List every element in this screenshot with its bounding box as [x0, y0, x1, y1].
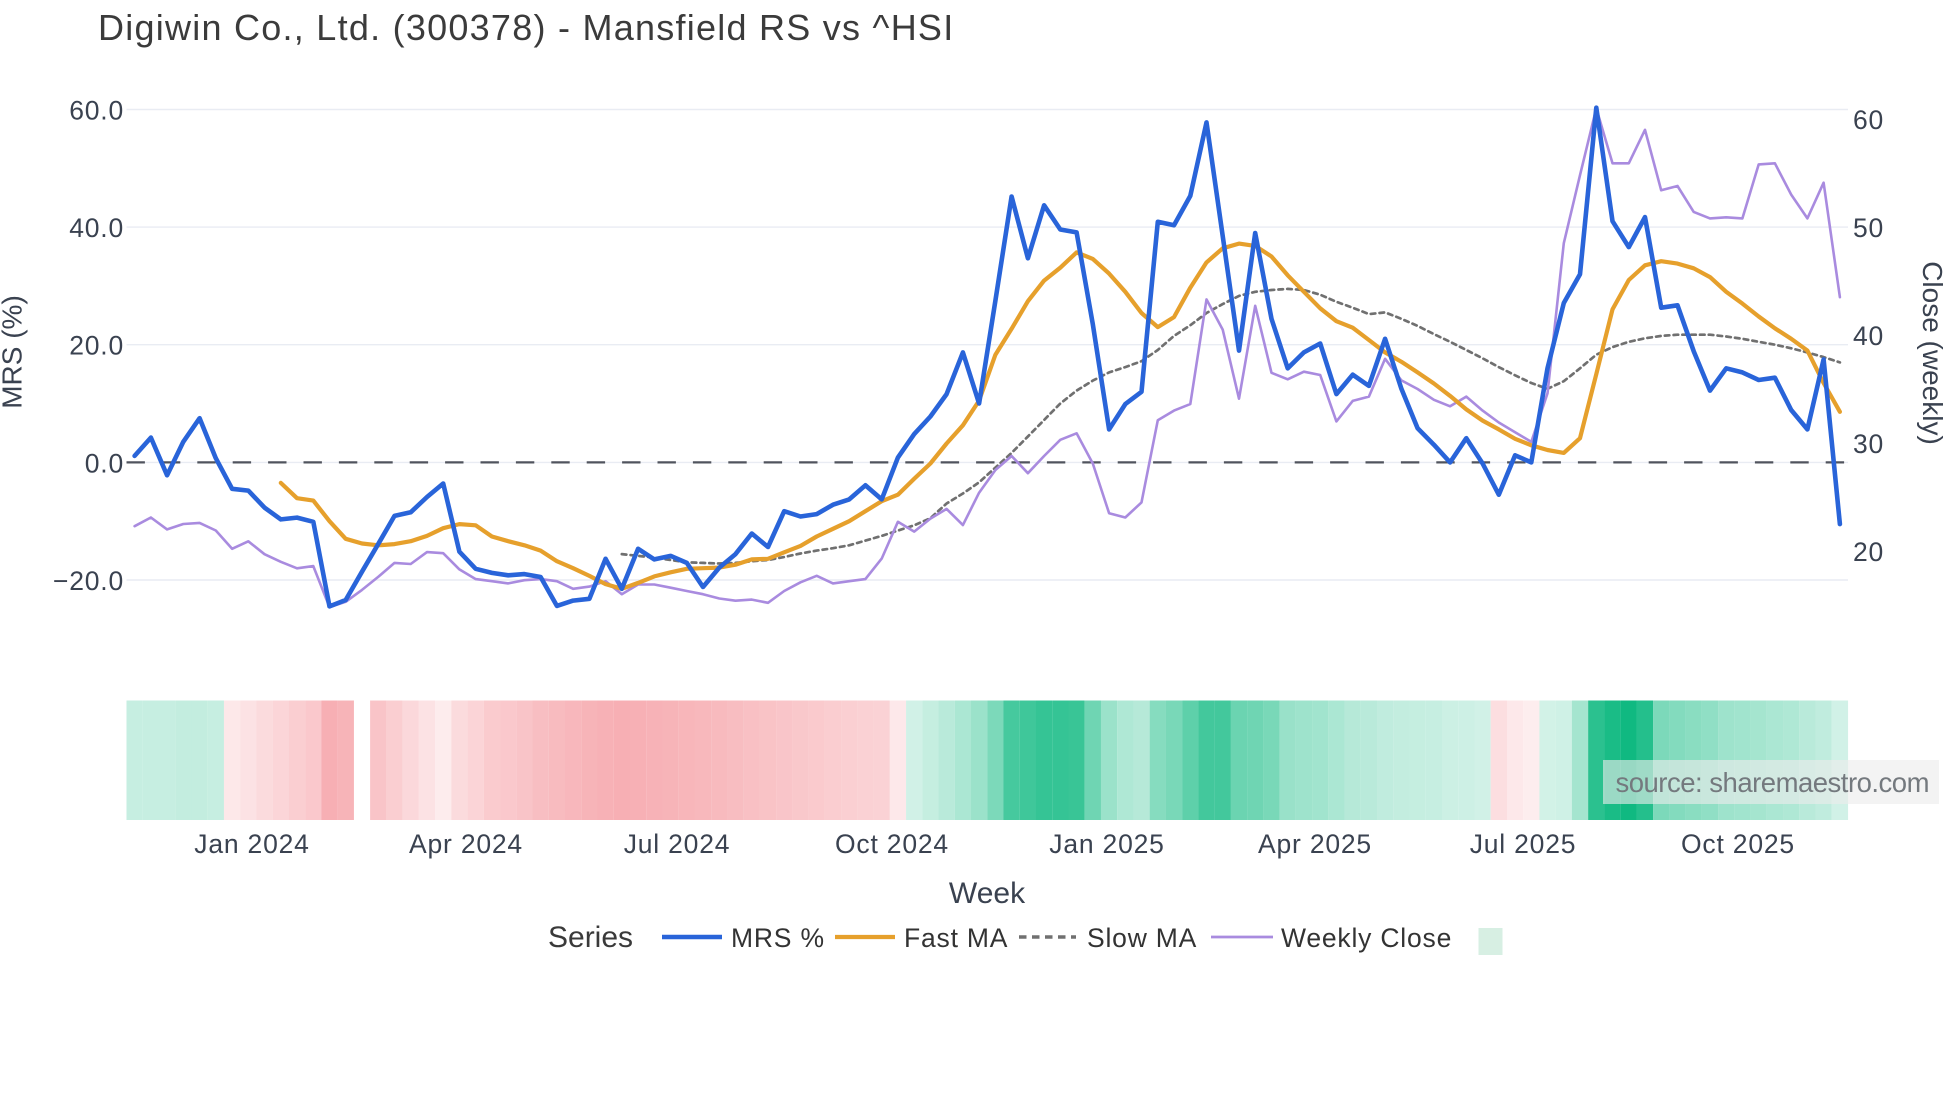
- svg-text:Oct 2025: Oct 2025: [1681, 829, 1795, 859]
- svg-text:Weekly Close: Weekly Close: [1281, 923, 1452, 953]
- svg-text:20.0: 20.0: [69, 331, 124, 361]
- svg-text:50: 50: [1853, 213, 1884, 243]
- svg-text:Jul 2025: Jul 2025: [1470, 829, 1577, 859]
- svg-text:40.0: 40.0: [69, 213, 124, 243]
- svg-text:Jul 2024: Jul 2024: [624, 829, 731, 859]
- svg-text:60.0: 60.0: [69, 96, 124, 126]
- svg-text:MRS (%): MRS (%): [0, 295, 28, 409]
- svg-text:30: 30: [1853, 429, 1884, 459]
- svg-text:Oct 2024: Oct 2024: [835, 829, 949, 859]
- svg-text:40: 40: [1853, 321, 1884, 351]
- svg-text:Slow MA: Slow MA: [1087, 923, 1197, 953]
- svg-text:Jan 2025: Jan 2025: [1049, 829, 1164, 859]
- svg-text:Apr 2024: Apr 2024: [409, 829, 523, 859]
- svg-text:MRS %: MRS %: [731, 923, 825, 953]
- svg-text:Week: Week: [949, 877, 1026, 910]
- svg-text:−20.0: −20.0: [53, 566, 124, 596]
- svg-text:0.0: 0.0: [85, 448, 124, 478]
- svg-text:Digiwin Co., Ltd. (300378) - M: Digiwin Co., Ltd. (300378) - Mansfield R…: [98, 7, 954, 48]
- svg-text:Apr 2025: Apr 2025: [1258, 829, 1372, 859]
- svg-text:20: 20: [1853, 537, 1884, 567]
- svg-text:Fast MA: Fast MA: [904, 923, 1008, 953]
- svg-text:Series: Series: [548, 921, 633, 954]
- svg-text:60: 60: [1853, 105, 1884, 135]
- svg-text:source: sharemaestro.com: source: sharemaestro.com: [1615, 767, 1929, 798]
- svg-text:Jan 2024: Jan 2024: [194, 829, 309, 859]
- svg-text:Close (weekly): Close (weekly): [1917, 261, 1948, 445]
